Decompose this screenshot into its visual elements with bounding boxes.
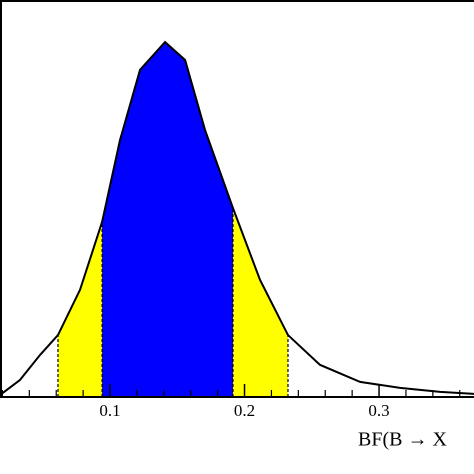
- x-axis-label: BF(B → X: [358, 429, 447, 451]
- interval-area: [102, 42, 233, 397]
- likelihood-curve: [0, 40, 474, 396]
- x-tick-label: 0.3: [368, 401, 389, 420]
- plot-frame: [0, 0, 474, 398]
- x-tick-label: 0.2: [234, 401, 255, 420]
- x-tick-label: 0.1: [99, 401, 120, 420]
